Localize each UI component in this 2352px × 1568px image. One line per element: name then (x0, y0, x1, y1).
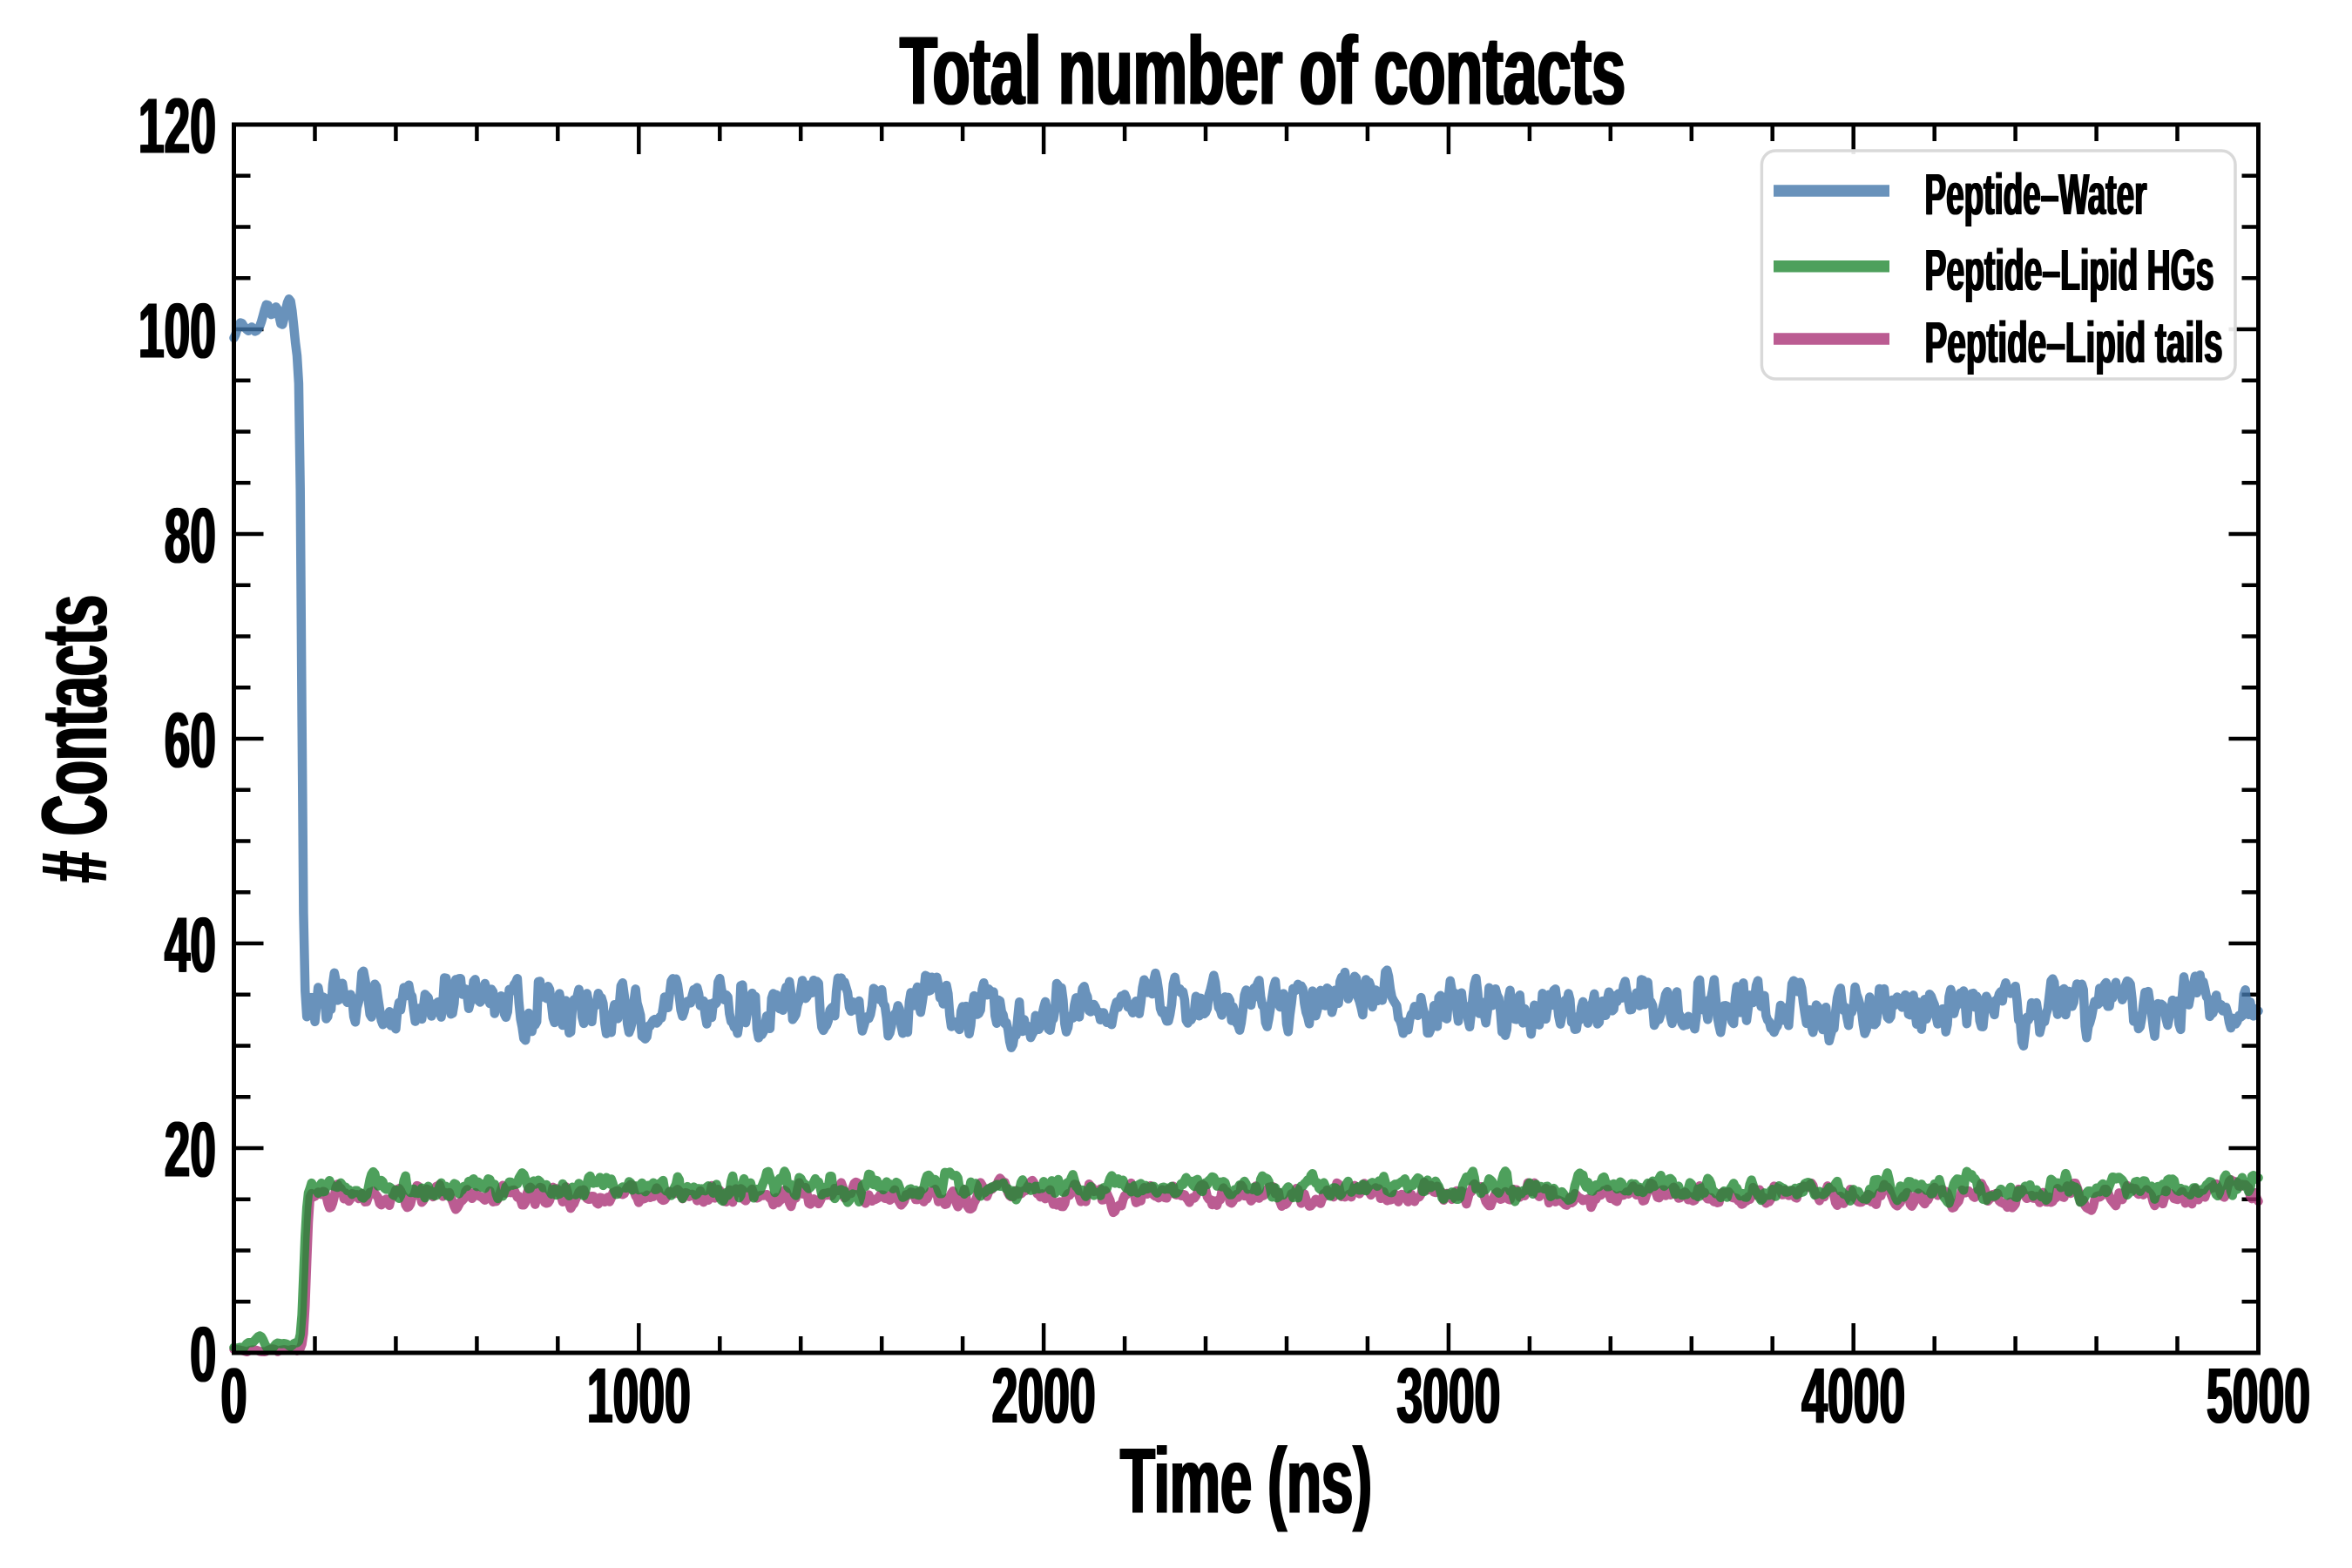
svg-text:Peptide–Water: Peptide–Water (1925, 163, 2147, 227)
svg-text:3000: 3000 (1398, 1353, 1502, 1440)
svg-text:Peptide–Water: Peptide–Water (1925, 163, 2147, 227)
svg-text:60: 60 (166, 697, 217, 784)
svg-text:Peptide–Lipid tails: Peptide–Lipid tails (1925, 311, 2223, 375)
svg-text:120: 120 (139, 83, 216, 170)
svg-text:0: 0 (190, 1311, 216, 1398)
svg-text:5000: 5000 (2207, 1353, 2310, 1440)
svg-text:Total number of contacts: Total number of contacts (900, 17, 1625, 125)
svg-text:40: 40 (164, 902, 215, 989)
svg-text:100: 100 (139, 287, 216, 375)
svg-text:Peptide–Lipid HGs: Peptide–Lipid HGs (1924, 239, 2213, 303)
svg-text:0: 0 (220, 1353, 246, 1440)
svg-text:Peptide–Lipid HGs: Peptide–Lipid HGs (1925, 239, 2214, 303)
svg-text:# Contacts: # Contacts (22, 595, 126, 882)
svg-text:100: 100 (138, 287, 215, 375)
svg-text:60: 60 (164, 697, 215, 784)
svg-text:40: 40 (165, 902, 216, 989)
svg-text:80: 80 (164, 492, 215, 579)
svg-text:# Contacts: # Contacts (22, 594, 126, 882)
svg-text:Peptide–Lipid HGs: Peptide–Lipid HGs (1925, 239, 2214, 303)
svg-text:Peptide–Lipid tails: Peptide–Lipid tails (1925, 311, 2223, 375)
svg-text:5000: 5000 (2207, 1353, 2311, 1440)
svg-text:2000: 2000 (993, 1353, 1097, 1440)
svg-text:20: 20 (164, 1106, 215, 1193)
svg-text:Time (ns): Time (ns) (1120, 1428, 1372, 1532)
svg-text:3000: 3000 (1396, 1353, 1500, 1440)
svg-text:20: 20 (165, 1106, 216, 1193)
svg-text:0: 0 (191, 1311, 217, 1398)
svg-text:Peptide–Lipid tails: Peptide–Lipid tails (1924, 311, 2222, 375)
svg-text:0: 0 (221, 1353, 247, 1440)
svg-text:Peptide–Water: Peptide–Water (1924, 163, 2146, 227)
svg-text:Time (ns): Time (ns) (1121, 1428, 1373, 1532)
svg-text:Total number of contacts: Total number of contacts (901, 17, 1626, 125)
svg-text:80: 80 (165, 492, 216, 579)
svg-text:Time (ns): Time (ns) (1119, 1428, 1371, 1532)
svg-text:0: 0 (222, 1353, 248, 1440)
svg-text:4000: 4000 (1801, 1353, 1904, 1440)
svg-text:1000: 1000 (586, 1353, 690, 1440)
svg-text:1000: 1000 (587, 1353, 691, 1440)
svg-text:Total number of contacts: Total number of contacts (899, 17, 1625, 125)
svg-text:20: 20 (166, 1106, 217, 1193)
svg-text:100: 100 (139, 287, 217, 375)
svg-text:120: 120 (139, 83, 217, 170)
svg-text:2000: 2000 (991, 1353, 1095, 1440)
svg-text:4000: 4000 (1802, 1353, 1906, 1440)
svg-text:0: 0 (189, 1311, 215, 1398)
svg-text:60: 60 (165, 697, 216, 784)
svg-text:3000: 3000 (1396, 1353, 1499, 1440)
svg-text:2000: 2000 (992, 1353, 1096, 1440)
svg-text:120: 120 (138, 83, 215, 170)
svg-text:40: 40 (166, 902, 217, 989)
svg-text:# Contacts: # Contacts (22, 596, 126, 883)
svg-text:1000: 1000 (588, 1353, 692, 1440)
svg-text:5000: 5000 (2206, 1353, 2309, 1440)
svg-text:4000: 4000 (1801, 1353, 1905, 1440)
svg-text:80: 80 (166, 492, 217, 579)
